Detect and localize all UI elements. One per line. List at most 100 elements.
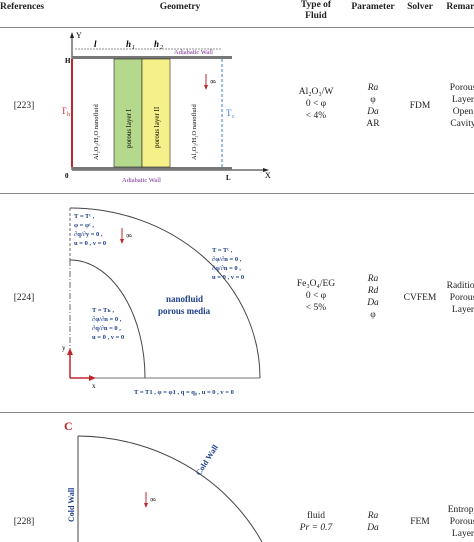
row-params: Ra φ Da AR xyxy=(344,82,402,130)
outer-bc-line: T = Tᶜ , xyxy=(74,213,95,220)
porous-media-label: porous media xyxy=(158,306,211,316)
fluid-line: Pr = 0.7 xyxy=(299,523,333,533)
dim-h2: h xyxy=(154,39,159,49)
hot-wall-label: T xyxy=(62,106,67,116)
cold-wall-sub: c xyxy=(232,114,235,120)
axis-x-label: X xyxy=(265,171,271,180)
param: φ xyxy=(370,95,376,105)
header-fluid-type-line1: Type of xyxy=(300,0,332,10)
row-solver: FDM xyxy=(409,101,431,111)
bottom-bc-label: T = T1 , φ = φ1 , q = q₀ , u = 0 , v = 0 xyxy=(134,389,234,396)
porous-layer-1 xyxy=(113,58,143,168)
nanofluid-label: nanofluid xyxy=(166,294,203,304)
header-divider xyxy=(0,27,474,28)
gravity-label: g xyxy=(210,80,218,84)
header-geometry: Geometry xyxy=(159,2,201,12)
label-origin: 0 xyxy=(65,172,69,180)
dim-h1-sub: 1 xyxy=(132,45,135,51)
inner-bc-line: ∂q/∂n = 0 , xyxy=(92,325,121,332)
row-params: Ra Da xyxy=(344,510,402,534)
layer-left-label: Al₂O₃/H₂O nanofluid xyxy=(93,104,100,160)
layer-p2-label: porous layer II xyxy=(153,106,161,148)
gravity-label: g xyxy=(150,498,158,502)
remark: Porous xyxy=(449,517,474,527)
gravity-label: g xyxy=(126,234,134,238)
outer-bc-line: φ = φᶜ , xyxy=(74,222,94,229)
right-bc-line: u = 0 , v = 0 xyxy=(212,274,244,281)
row-params: Ra Rd Da φ xyxy=(344,273,402,321)
param: Ra xyxy=(367,274,379,284)
bottom-wall-label: Adiabatic Wall xyxy=(122,177,161,184)
remark: Cavity xyxy=(450,119,474,129)
row-ref: [224] xyxy=(13,293,35,303)
param: Ra xyxy=(367,511,379,521)
remark: Porous xyxy=(449,83,474,93)
param: Da xyxy=(367,298,379,308)
fluid-line: < 5% xyxy=(305,303,327,313)
header-references: References xyxy=(0,2,45,12)
fluid-line: < 4% xyxy=(305,111,327,121)
diagram-quarter-annulus: y x T = Tᶜ , φ = φᶜ , ∂q/∂y = 0 , u = 0 … xyxy=(62,207,261,396)
axis-y-label: Y xyxy=(76,31,82,40)
row-remarks: Porous Layer Open Cavity xyxy=(438,82,474,130)
outer-bc-line: ∂q/∂y = 0 , xyxy=(74,231,103,238)
cold-wall-left: Cold Wall xyxy=(67,487,76,522)
outer-bc-line: u = 0 , v = 0 xyxy=(74,240,106,247)
inner-bc-line: ∂φ/∂n = 0 , xyxy=(92,316,122,323)
remark: Entropy xyxy=(447,505,474,515)
row-solver: CVFEM xyxy=(403,293,437,303)
param: Da xyxy=(367,107,379,117)
label-h: H xyxy=(65,57,71,65)
table-header: References Geometry Type of Fluid Parame… xyxy=(0,0,474,30)
param: Rd xyxy=(367,286,379,296)
row-fluid: Fe₃O₄/EG 0 < φ < 5% xyxy=(290,278,342,314)
layer-p1-label: porous layer I xyxy=(125,108,133,148)
header-solver: Solver xyxy=(407,2,433,12)
row-divider xyxy=(0,193,474,194)
dim-h2-sub: 2 xyxy=(160,45,163,51)
top-wall-label: Adiabatic Wall xyxy=(174,49,213,56)
row-divider xyxy=(0,412,474,413)
remark: Layer xyxy=(451,305,474,315)
fluid-line: 0 < φ xyxy=(305,99,327,109)
remark: Open xyxy=(452,107,474,117)
layer-right-label: Al₂O₃/H₂O nanofluid xyxy=(191,104,198,160)
param: AR xyxy=(366,119,380,129)
cold-wall-label: T xyxy=(226,108,232,118)
axis-x-label: x xyxy=(92,382,96,390)
row-remarks: Entropy Porous Layer xyxy=(438,504,474,540)
param: φ xyxy=(370,310,376,320)
right-bc-line: ∂q/∂n = 0 , xyxy=(212,265,241,272)
hot-wall-sub: h xyxy=(67,112,70,118)
dim-l: l xyxy=(94,39,97,49)
remark: Layer xyxy=(451,529,474,539)
diagram-stratified-cavity: Y X H 0 L l h 1 h 2 Adiabatic Wall Adiab… xyxy=(62,31,271,184)
row-fluid: Al₂O₃/W 0 < φ < 4% xyxy=(290,86,342,122)
remark: Layer xyxy=(451,95,474,105)
porous-layer-2 xyxy=(141,58,171,168)
dim-h1: h xyxy=(126,39,131,49)
row-ref: [223] xyxy=(13,101,35,111)
right-bc-line: T = Tᶜ , xyxy=(212,247,233,254)
fluid-line: Al₂O₃/W xyxy=(298,87,334,97)
axis-y-label: y xyxy=(62,344,66,352)
right-bc-line: ∂φ/∂n = 0 , xyxy=(212,256,242,263)
remark: Radition xyxy=(446,281,474,291)
inner-bc-line: T = Tₕ , xyxy=(92,307,114,314)
row-remarks: Radition Porous Layer xyxy=(438,280,474,316)
diagram-porous-sector: C Cold Wall Cold Wall g xyxy=(64,419,263,542)
row-ref: [228] xyxy=(13,517,35,527)
cold-wall-arc: Cold Wall xyxy=(194,443,220,478)
row-fluid: fluid Pr = 0.7 xyxy=(290,510,342,534)
header-remarks: Remark xyxy=(446,2,474,12)
fluid-line: fluid xyxy=(307,511,325,521)
remark: Porous xyxy=(449,293,474,303)
label-l: L xyxy=(226,174,231,182)
corner-label: C xyxy=(64,419,73,433)
param: Da xyxy=(367,523,379,533)
row-solver: FEM xyxy=(410,517,430,527)
fluid-line: 0 < φ xyxy=(305,291,327,301)
fluid-line: Fe₃O₄/EG xyxy=(296,279,336,289)
header-fluid-type: Type of Fluid xyxy=(290,0,342,22)
inner-bc-line: u = 0 , v = 0 xyxy=(92,334,124,341)
